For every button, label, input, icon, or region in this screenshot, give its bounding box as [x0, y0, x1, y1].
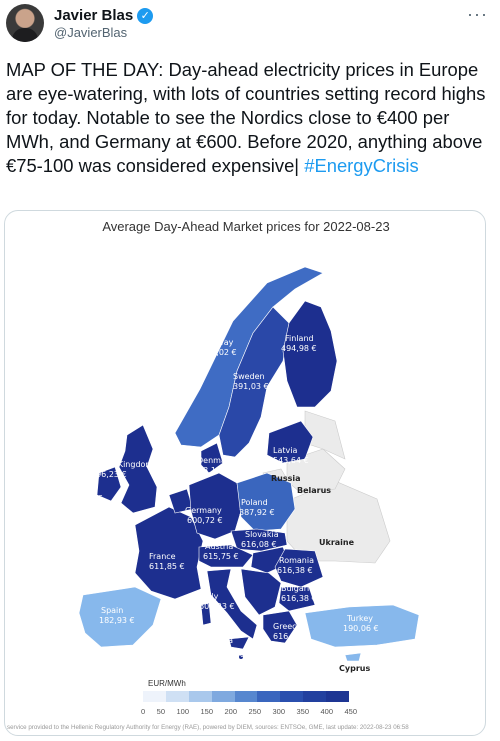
label-greece-name: Greece	[273, 622, 302, 631]
label-slovakia-value: 616,08 €	[241, 540, 277, 549]
label-france-value: 611,85 €	[149, 562, 185, 571]
label-germany-name: Germany	[185, 506, 222, 515]
label-sweden-name: Sweden	[233, 372, 265, 381]
label-malta-value: 591,67 €	[209, 650, 245, 659]
label-norway-name: Norway	[203, 338, 234, 347]
region-greece	[262, 610, 298, 644]
label-turkey-name: Turkey	[346, 614, 373, 623]
label-turkey-value: 190,06 €	[343, 624, 379, 633]
tweet-header: Javier Blas ✓ @JavierBlas ···	[0, 0, 500, 48]
hashtag-link[interactable]: #EnergyCrisis	[304, 155, 419, 176]
legend-title: EUR/MWh	[148, 679, 186, 688]
region-austria-switz	[198, 544, 254, 568]
legend-tick-3: 150	[200, 707, 213, 716]
label-ukraine-name: Ukraine	[319, 538, 355, 547]
region-baltics	[266, 420, 314, 464]
label-greece-value: 616,38 €	[273, 632, 309, 641]
legend-tick-5: 250	[248, 707, 261, 716]
region-ireland	[96, 466, 122, 502]
label-uk-value: 696,23 €	[91, 470, 127, 479]
legend-tick-9: 450	[344, 707, 357, 716]
region-turkey	[304, 604, 420, 648]
label-malta-name: Malta	[211, 636, 233, 645]
legend-swatch-4	[234, 691, 258, 702]
region-cyprus	[344, 652, 362, 662]
label-norway-value: 324,02 €	[201, 348, 237, 357]
legend-swatch-1	[165, 691, 189, 702]
tweet-media-map[interactable]: Average Day-Ahead Market prices for 2022…	[4, 210, 486, 736]
region-sweden	[218, 306, 290, 458]
label-sweden-value: 391,03 €	[233, 382, 269, 391]
label-finland-name: Finland	[285, 334, 314, 343]
europe-price-map: Norway 324,02 € Finland 494,98 € Sweden …	[67, 266, 420, 673]
region-uk	[118, 424, 158, 514]
label-uk-name: United Kingdom	[89, 460, 153, 469]
label-bulgaria-name: Bulgaria	[281, 584, 314, 593]
region-malta	[239, 655, 243, 659]
label-slovakia-name: Slovakia	[245, 530, 279, 539]
label-latvia-name: Latvia	[273, 446, 297, 455]
region-ukraine	[286, 480, 391, 564]
legend-swatch-3	[211, 691, 235, 702]
label-romania-name: Romania	[279, 556, 314, 565]
label-poland-value: 387,92 €	[239, 508, 275, 517]
legend-swatch-7	[303, 691, 327, 702]
label-ireland-name: Ireland	[67, 484, 95, 493]
region-bulgaria	[278, 586, 316, 612]
legend-tick-7: 350	[296, 707, 309, 716]
region-france	[134, 506, 204, 600]
region-balkans	[240, 568, 282, 616]
author-display-name[interactable]: Javier Blas	[54, 7, 134, 24]
label-denmark-name: Denmark	[197, 456, 234, 465]
legend-swatch-8	[326, 691, 350, 702]
legend-swatch-0	[143, 691, 166, 702]
legend-tick-8: 400	[320, 707, 333, 716]
more-options-icon[interactable]: ···	[467, 4, 488, 24]
region-poland	[236, 472, 296, 532]
author-handle[interactable]: @JavierBlas	[54, 25, 128, 40]
verified-badge-icon: ✓	[137, 7, 154, 24]
region-sicily	[228, 636, 250, 650]
map-title: Average Day-Ahead Market prices for 2022…	[102, 219, 390, 234]
legend-swatch-5	[257, 691, 281, 702]
legend-tick-4: 200	[224, 707, 237, 716]
label-ireland-value: 500,45 €	[67, 494, 103, 503]
label-spain-name: Spain	[101, 606, 123, 615]
legend-tick-0: 0	[141, 707, 146, 716]
tweet-body: MAP OF THE DAY: Day-ahead electricity pr…	[6, 59, 486, 176]
map-source-note: service provided to the Hellenic Regulat…	[7, 724, 409, 731]
label-spain-value: 182,93 €	[99, 616, 135, 625]
legend-tick-2: 100	[176, 707, 189, 716]
legend-swatch-2	[188, 691, 212, 702]
region-sardinia	[200, 602, 212, 626]
region-italy	[206, 568, 258, 640]
legend-ticks: 0 50 100 150 200 250 300 350 400 450	[141, 707, 357, 716]
label-latvia-value: 543,64 €	[273, 456, 309, 465]
label-denmark-value: 603,13 €	[193, 466, 229, 475]
label-germany-value: 600,72 €	[187, 516, 223, 525]
author-name-row[interactable]: Javier Blas ✓	[54, 7, 154, 24]
legend-swatch-6	[280, 691, 304, 702]
label-austria-name: Austria	[205, 542, 233, 551]
user-avatar[interactable]	[6, 4, 44, 42]
label-italy-name: Italy	[201, 592, 219, 601]
tweet-text: MAP OF THE DAY: Day-ahead electricity pr…	[6, 58, 494, 178]
region-finland	[282, 300, 338, 408]
legend-color-scale	[143, 691, 350, 702]
label-belarus-name: Belarus	[297, 486, 331, 495]
legend-tick-6: 300	[272, 707, 285, 716]
label-italy-value: 600,23 €	[199, 602, 235, 611]
label-cyprus-name: Cyprus	[339, 664, 370, 673]
legend-tick-1: 50	[156, 707, 165, 716]
label-russia-name: Russia	[271, 474, 301, 483]
label-bulgaria-value: 616,38 €	[281, 594, 317, 603]
label-romania-value: 616,38 €	[277, 566, 313, 575]
label-austria-value: 615,75 €	[203, 552, 239, 561]
label-finland-value: 494,98 €	[281, 344, 317, 353]
region-spain-portugal	[78, 586, 162, 648]
label-poland-name: Poland	[241, 498, 268, 507]
region-denmark	[200, 442, 224, 474]
label-france-name: France	[149, 552, 176, 561]
